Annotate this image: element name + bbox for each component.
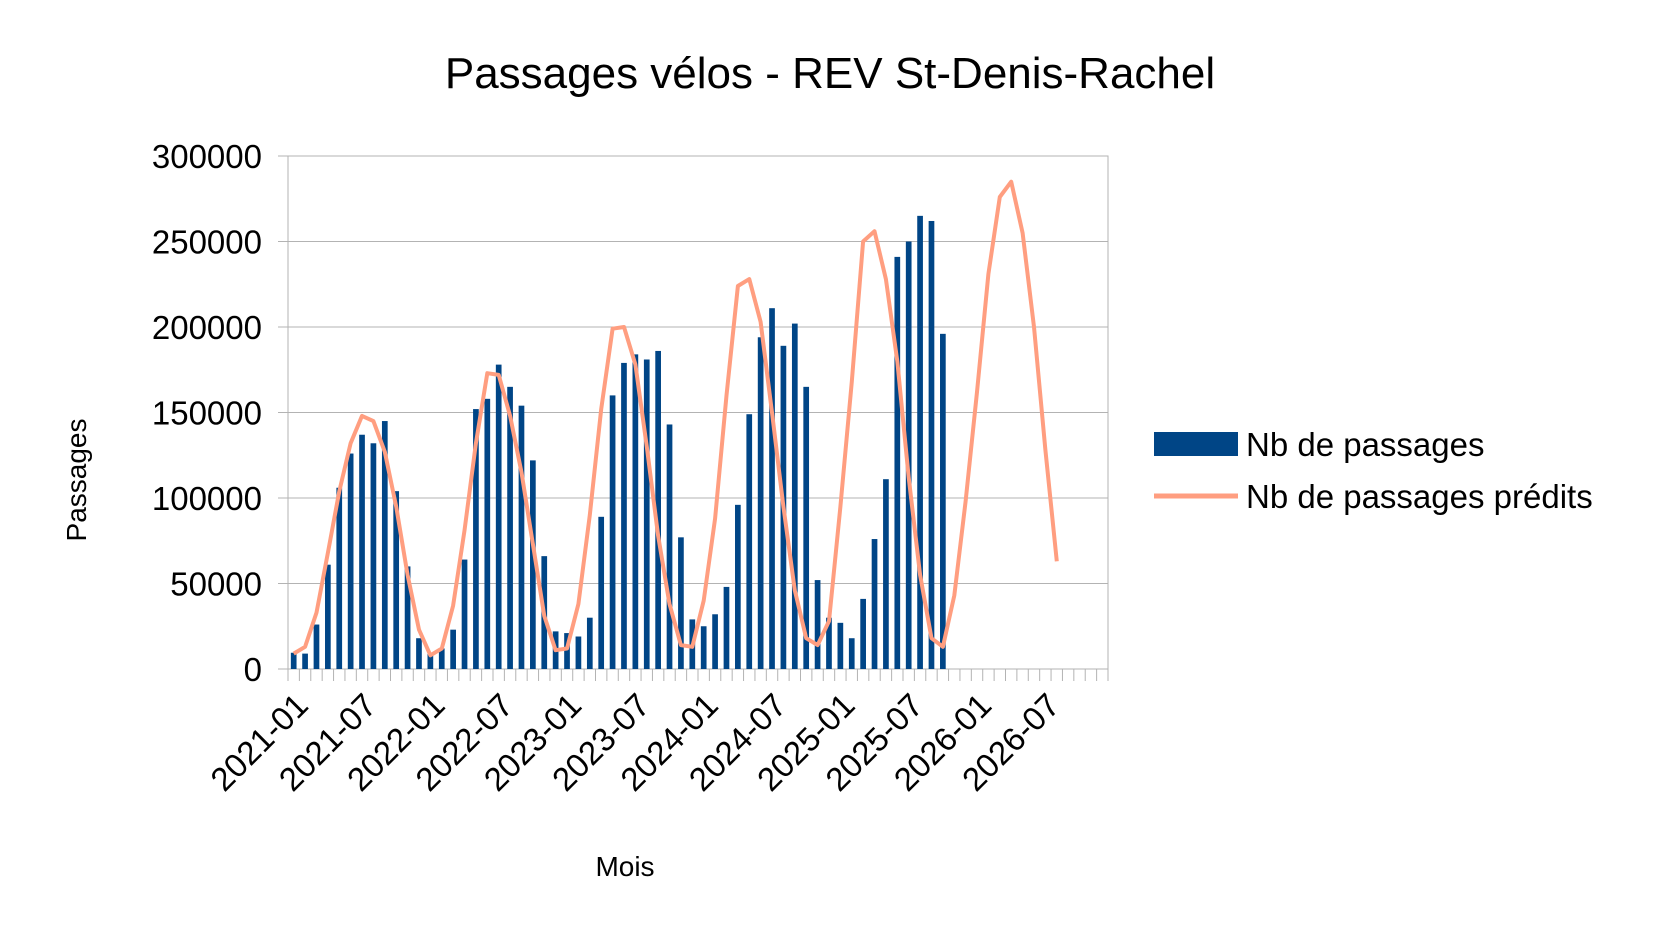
bar: [564, 633, 570, 669]
bar: [940, 333, 946, 669]
bar: [814, 580, 821, 669]
bar: [336, 487, 343, 669]
bar: [290, 652, 297, 669]
bar: [393, 491, 400, 669]
y-tick-label: 0: [244, 651, 262, 688]
bar: [917, 215, 923, 669]
y-tick-label: 100000: [152, 480, 262, 517]
bar: [507, 386, 513, 669]
bar: [359, 434, 365, 669]
bar: [803, 386, 810, 669]
bar: [905, 241, 912, 669]
bar: [723, 586, 730, 669]
bar: [837, 622, 844, 669]
bar: [598, 516, 605, 669]
bar: [427, 652, 434, 669]
bar: [518, 405, 525, 669]
bar: [735, 504, 741, 669]
legend-swatch-bars: [1154, 432, 1238, 456]
bar: [746, 414, 753, 669]
y-axis-ticks: 0 50000 100000 150000 200000 250000 300000: [152, 138, 262, 688]
bar: [769, 308, 775, 669]
bar: [313, 624, 320, 669]
y-tick-label: 250000: [152, 224, 262, 261]
y-tick-label: 150000: [152, 395, 262, 432]
bar: [325, 564, 331, 669]
bar: [655, 350, 661, 669]
legend-label-bars: Nb de passages: [1246, 426, 1485, 463]
bar: [621, 362, 627, 669]
bar: [370, 443, 377, 669]
y-axis-label: Passages: [61, 419, 92, 542]
bar: [678, 537, 684, 669]
bar: [530, 460, 536, 669]
bar: [438, 648, 445, 669]
y-tick-label: 200000: [152, 309, 262, 346]
gridlines: [278, 155, 1108, 670]
bar: [609, 395, 616, 669]
legend-label-line: Nb de passages prédits: [1246, 478, 1593, 515]
x-axis-label: Mois: [595, 851, 654, 882]
bar: [450, 629, 456, 669]
bar: [404, 566, 411, 669]
bar: [575, 636, 582, 669]
bar: [860, 598, 866, 669]
bar: [473, 409, 479, 669]
bar: [347, 453, 354, 669]
bar: [712, 614, 718, 669]
bar: [302, 653, 308, 669]
x-axis-ticks: 2021-012021-072022-012022-072023-012023-…: [203, 669, 1109, 798]
bar: [586, 617, 593, 669]
bar: [757, 337, 764, 669]
bar: [791, 323, 798, 669]
bar: [894, 256, 901, 669]
y-tick-label: 300000: [152, 138, 262, 175]
bar: [883, 479, 889, 669]
bar: [381, 421, 388, 669]
bar: [484, 398, 491, 669]
bar: [643, 359, 650, 669]
bar: [700, 626, 707, 669]
bar: [826, 617, 832, 669]
bar: [848, 638, 855, 669]
bar: [632, 354, 639, 669]
bar: [495, 364, 502, 669]
chart-title: Passages vélos - REV St-Denis-Rachel: [445, 49, 1215, 98]
bar: [928, 220, 935, 670]
bar: [666, 424, 673, 669]
legend: Nb de passages Nb de passages prédits: [1154, 426, 1593, 515]
bar: [416, 638, 422, 669]
bar: [871, 539, 878, 669]
bar: [461, 559, 468, 669]
predicted-line: [292, 179, 1059, 658]
y-tick-label: 50000: [170, 566, 262, 603]
